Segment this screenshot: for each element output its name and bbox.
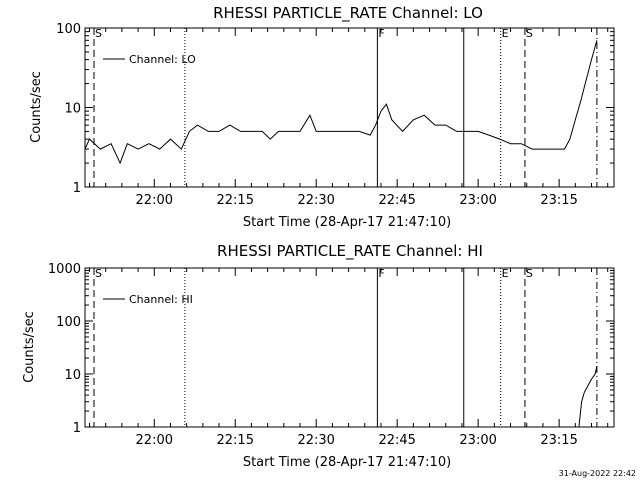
series-line [84, 40, 598, 165]
x-tick-label: 22:30 [297, 433, 334, 448]
y-tick-label: 10 [64, 102, 81, 117]
chart-panel-lo: RHESSI PARTICLE_RATE Channel: LO Counts/… [29, 4, 615, 230]
x-tick-label: 22:30 [297, 193, 334, 208]
x-tick-label: 22:15 [217, 433, 254, 448]
footer-timestamp: 31-Aug-2022 22:42 [559, 469, 636, 478]
x-tick-label: 22:15 [217, 193, 254, 208]
event-marker-label: F [378, 267, 384, 280]
x-tick-label: 23:00 [459, 193, 496, 208]
event-marker-label: S [526, 27, 533, 40]
x-tick-label: 22:00 [136, 193, 173, 208]
event-marker-label: E [502, 267, 509, 280]
plot-frame [84, 27, 615, 188]
plot-frame [84, 267, 615, 428]
chart-panel-hi: RHESSI PARTICLE_RATE Channel: HI Counts/… [22, 242, 615, 470]
x-axis-label-lo: Start Time (28-Apr-17 21:47:10) [243, 215, 451, 230]
chart-title-hi: RHESSI PARTICLE_RATE Channel: HI [217, 242, 483, 261]
x-tick-label: 22:00 [136, 433, 173, 448]
event-marker-label: S [95, 267, 102, 280]
y-axis-label-lo: Counts/sec [29, 71, 44, 143]
x-tick-label: 23:15 [540, 433, 577, 448]
event-marker-label: S [95, 27, 102, 40]
y-tick-label: 10 [64, 368, 81, 383]
y-tick-label: 100 [56, 315, 81, 330]
y-axis-label-hi: Counts/sec [22, 311, 37, 383]
x-tick-label: 22:45 [378, 193, 415, 208]
x-tick-label: 23:15 [540, 193, 577, 208]
event-marker-label: S [526, 267, 533, 280]
y-tick-label: 100 [56, 22, 81, 37]
event-marker-label: E [502, 27, 509, 40]
legend-label: Channel: HI [129, 293, 193, 306]
y-tick-label: 1 [73, 421, 81, 436]
y-tick-label: 1 [73, 181, 81, 196]
x-tick-label: 23:00 [459, 433, 496, 448]
y-tick-label: 1000 [48, 262, 81, 277]
chart-title-lo: RHESSI PARTICLE_RATE Channel: LO [213, 4, 483, 23]
series-line [578, 366, 598, 428]
x-axis-label-hi: Start Time (28-Apr-17 21:47:10) [243, 455, 451, 470]
event-marker-label: F [378, 27, 384, 40]
legend-label: Channel: LO [129, 53, 196, 66]
x-tick-label: 22:45 [378, 433, 415, 448]
